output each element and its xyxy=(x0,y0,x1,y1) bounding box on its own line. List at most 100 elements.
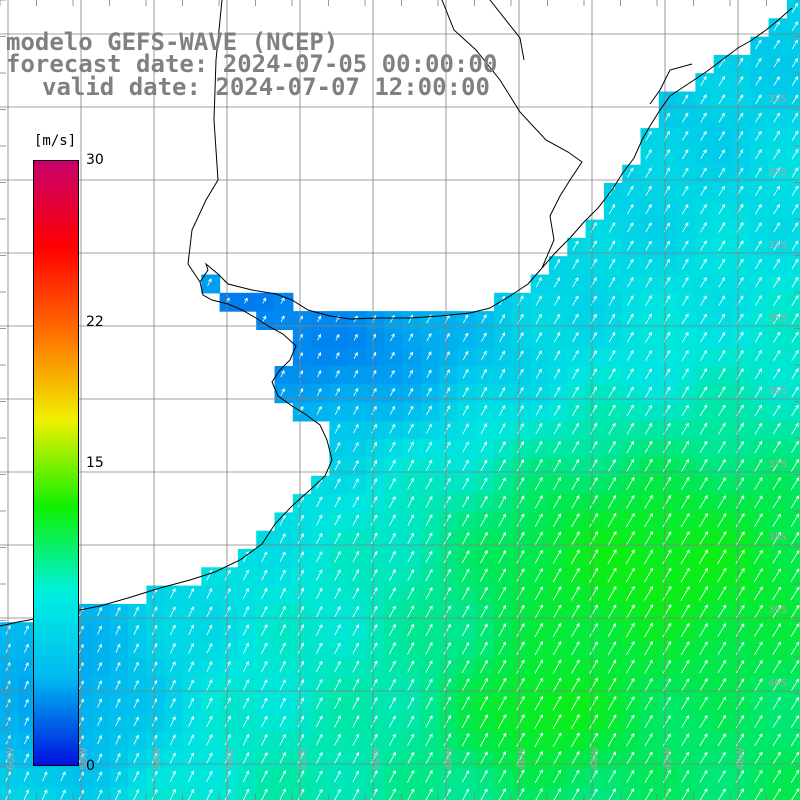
wind-speed-cell xyxy=(585,256,605,276)
wind-arrow xyxy=(680,512,690,528)
wind-speed-cell xyxy=(237,585,257,605)
wind-speed-cell xyxy=(329,420,349,440)
wind-speed-cell xyxy=(695,439,715,459)
wind-speed-cell xyxy=(457,567,477,587)
wind-speed-cell xyxy=(475,457,495,477)
wind-arrow xyxy=(480,623,488,637)
wind-arrow xyxy=(353,369,358,378)
wind-arrow xyxy=(681,185,689,196)
wind-arrow xyxy=(772,495,781,509)
wind-speed-cell xyxy=(677,585,696,605)
wind-speed-cell xyxy=(677,420,696,440)
wind-arrow xyxy=(97,698,103,708)
wind-arrow xyxy=(681,733,690,747)
wind-arrow xyxy=(352,496,359,508)
wind-arrow xyxy=(773,203,780,215)
wind-arrow xyxy=(535,787,543,800)
wind-arrow xyxy=(335,369,340,378)
wind-arrow xyxy=(773,404,781,417)
wind-speed-cell xyxy=(750,549,770,568)
wind-arrow xyxy=(224,606,231,618)
wind-speed-cell xyxy=(457,512,477,532)
wind-arrow xyxy=(407,441,414,453)
wind-arrow xyxy=(407,641,415,655)
wind-arrow xyxy=(699,458,708,472)
wind-arrow xyxy=(389,514,396,526)
wind-speed-cell xyxy=(366,530,385,550)
wind-arrow xyxy=(516,659,525,674)
wind-speed-cell xyxy=(439,420,459,440)
wind-arrow xyxy=(700,94,707,105)
wind-speed-cell xyxy=(713,128,733,147)
wind-speed-cell xyxy=(622,219,642,239)
wind-arrow xyxy=(243,587,249,599)
wind-arrow xyxy=(699,714,708,729)
wind-speed-cell xyxy=(768,713,788,733)
wind-arrow xyxy=(644,458,653,472)
wind-speed-cell xyxy=(732,439,751,459)
wind-speed-cell xyxy=(567,439,587,459)
wind-arrow xyxy=(498,659,507,674)
wind-arrow xyxy=(443,605,451,618)
wind-speed-cell xyxy=(494,475,513,495)
wind-arrow xyxy=(133,606,139,617)
wind-speed-cell xyxy=(658,585,678,605)
wind-arrow xyxy=(297,605,304,618)
wind-arrow xyxy=(699,769,708,783)
wind-arrow xyxy=(717,678,726,692)
wind-arrow xyxy=(790,458,800,472)
wind-speed-cell xyxy=(677,366,696,385)
wind-arrow xyxy=(553,788,561,800)
wind-speed-cell xyxy=(237,640,257,660)
wind-arrow xyxy=(316,496,323,508)
wind-arrow xyxy=(516,586,525,601)
wind-arrow xyxy=(662,567,672,583)
wind-arrow xyxy=(534,476,543,491)
wind-speed-cell xyxy=(91,695,111,715)
wind-arrow xyxy=(425,715,433,728)
wind-arrow xyxy=(627,167,634,178)
wind-speed-cell xyxy=(384,439,404,459)
wind-speed-cell xyxy=(750,91,770,111)
wind-speed-cell xyxy=(622,183,642,202)
wind-speed-cell xyxy=(347,384,367,404)
wind-speed-cell xyxy=(128,603,147,623)
wind-arrow xyxy=(680,549,690,565)
wind-arrow xyxy=(626,476,635,491)
wind-arrow xyxy=(206,788,213,800)
wind-speed-cell xyxy=(750,585,770,605)
wind-arrow xyxy=(480,769,488,783)
wind-speed-cell xyxy=(146,585,166,605)
wind-speed-cell xyxy=(732,54,751,74)
wind-arrow xyxy=(791,76,799,86)
wind-arrow xyxy=(407,495,414,508)
wind-speed-cell xyxy=(677,347,696,367)
wind-speed-cell xyxy=(402,512,422,532)
wind-speed-cell xyxy=(695,183,715,202)
wind-arrow xyxy=(791,222,799,233)
wind-speed-cell xyxy=(677,530,696,550)
wind-arrow xyxy=(133,661,139,672)
wind-speed-cell xyxy=(658,146,678,166)
wind-arrow xyxy=(224,770,231,783)
wind-arrow xyxy=(717,641,726,656)
wind-speed-cell xyxy=(732,146,751,166)
wind-speed-cell xyxy=(420,640,440,660)
wind-arrow xyxy=(754,440,763,454)
wind-arrow xyxy=(718,349,726,362)
wind-arrow xyxy=(516,513,525,527)
wind-arrow xyxy=(370,733,378,746)
wind-arrow xyxy=(791,440,799,454)
wind-speed-cell xyxy=(457,622,477,642)
wind-arrow xyxy=(516,695,525,711)
wind-arrow xyxy=(735,495,745,509)
wind-speed-cell xyxy=(640,603,660,623)
wind-speed-cell xyxy=(768,54,788,74)
wind-speed-cell xyxy=(603,237,623,257)
wind-speed-cell xyxy=(567,274,587,294)
wind-speed-cell xyxy=(91,658,111,678)
wind-arrow xyxy=(24,662,29,671)
wind-speed-cell xyxy=(402,329,422,349)
wind-arrow xyxy=(791,386,799,398)
